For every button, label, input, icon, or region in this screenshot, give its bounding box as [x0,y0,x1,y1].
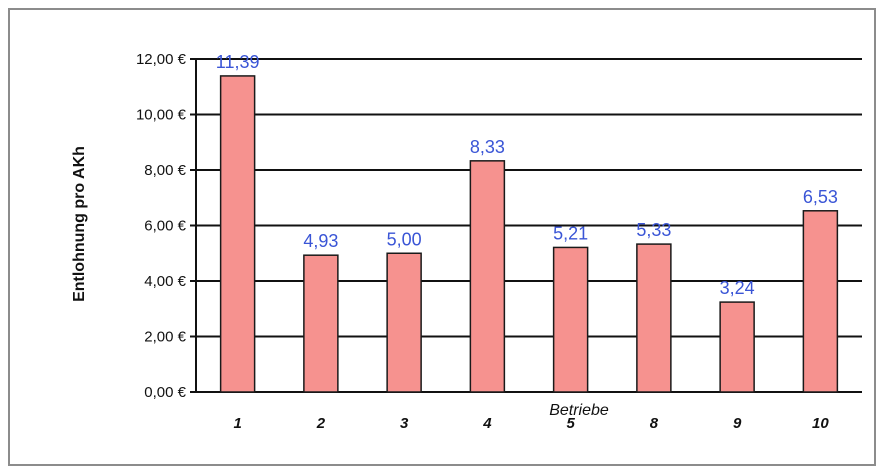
gridlines [190,58,862,393]
bar-chart: 0,00 € 2,00 € 4,00 € 6,00 € 8,00 € 10,00 € 12,… [71,51,862,432]
data-label: 5,33 [636,220,671,240]
bar [719,301,755,393]
data-label: 5,00 [387,229,422,249]
x-tick-label: 1 [233,415,241,432]
y-tick-label: 12,00 € [136,51,187,68]
bars [219,75,839,393]
data-labels: 11,39 4,93 5,00 8,33 5,21 5,33 3,24 6,53 [216,52,838,298]
y-axis-ticks: 0,00 € 2,00 € 4,00 € 6,00 € 8,00 € 10,00 € 12,… [136,51,187,401]
x-tick-label: 9 [733,415,742,432]
x-axis-label: Betriebe [549,402,609,419]
y-tick-label: 4,00 € [144,273,186,290]
bar [469,160,506,393]
bar [219,75,256,393]
x-tick-label: 10 [812,415,829,432]
x-tick-label: 2 [316,415,326,432]
chart-frame: 0,00 € 2,00 € 4,00 € 6,00 € 8,00 € 10,00 € 12,… [8,8,876,466]
data-label: 4,93 [303,231,338,251]
y-tick-label: 0,00 € [144,384,186,401]
data-label: 5,21 [553,223,588,243]
y-tick-label: 2,00 € [144,329,186,346]
y-axis-label: Entlohnung pro AKh [71,146,88,302]
bar [552,246,589,393]
bar [303,254,339,393]
data-label: 3,24 [720,278,755,298]
x-tick-label: 5 [566,415,575,432]
x-tick-label: 8 [650,415,659,432]
x-axis-ticks: 1 2 3 4 5 8 9 10 [233,415,829,432]
y-tick-label: 8,00 € [144,162,186,179]
x-tick-label: 3 [400,415,409,432]
x-tick-label: 4 [482,415,492,432]
data-label: 11,39 [216,52,260,72]
bar [802,210,839,393]
bar [636,243,672,393]
bar [386,252,422,393]
y-tick-label: 6,00 € [144,218,186,235]
data-label: 8,33 [470,137,505,157]
data-label: 6,53 [803,187,838,207]
y-tick-label: 10,00 € [136,107,187,124]
